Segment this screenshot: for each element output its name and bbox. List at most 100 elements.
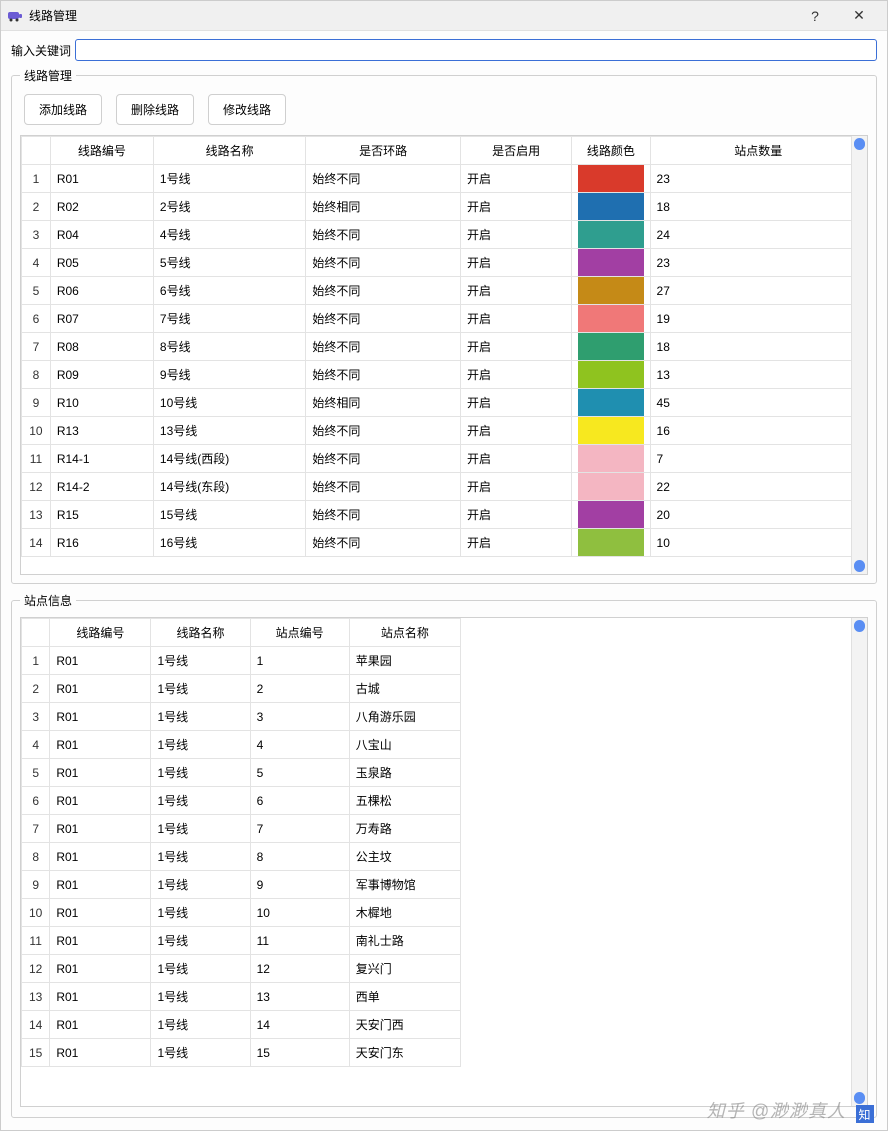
cell-route-stations[interactable]: 23 <box>650 249 866 277</box>
cell-route-color[interactable] <box>572 361 650 389</box>
cell-station-name[interactable]: 南礼士路 <box>349 927 460 955</box>
col-route-color[interactable]: 线路颜色 <box>572 137 650 165</box>
cell-route-enabled[interactable]: 开启 <box>460 221 571 249</box>
table-row[interactable]: 12R14-214号线(东段)始终不同开启22 <box>22 473 867 501</box>
cell-route-enabled[interactable]: 开启 <box>460 529 571 557</box>
cell-station-name[interactable]: 万寿路 <box>349 815 460 843</box>
cell-station-name[interactable]: 西单 <box>349 983 460 1011</box>
cell-station-no[interactable]: 13 <box>250 983 349 1011</box>
cell-route-no[interactable]: R13 <box>50 417 153 445</box>
cell-route-color[interactable] <box>572 305 650 333</box>
cell-station-route-no[interactable]: R01 <box>50 647 151 675</box>
table-row[interactable]: 9R1010号线始终相同开启45 <box>22 389 867 417</box>
cell-station-name[interactable]: 木樨地 <box>349 899 460 927</box>
cell-route-stations[interactable]: 18 <box>650 333 866 361</box>
cell-route-loop[interactable]: 始终不同 <box>306 501 461 529</box>
cell-station-no[interactable]: 2 <box>250 675 349 703</box>
cell-route-color[interactable] <box>572 193 650 221</box>
cell-station-route-no[interactable]: R01 <box>50 983 151 1011</box>
table-row[interactable]: 2R011号线2古城 <box>22 675 461 703</box>
cell-station-no[interactable]: 11 <box>250 927 349 955</box>
help-button[interactable]: ? <box>793 1 837 31</box>
cell-station-route-no[interactable]: R01 <box>50 1011 151 1039</box>
cell-route-stations[interactable]: 10 <box>650 529 866 557</box>
cell-route-stations[interactable]: 19 <box>650 305 866 333</box>
table-row[interactable]: 14R1616号线始终不同开启10 <box>22 529 867 557</box>
col-route-stations[interactable]: 站点数量 <box>650 137 866 165</box>
stations-scrollbar[interactable] <box>851 618 867 1106</box>
cell-route-no[interactable]: R10 <box>50 389 153 417</box>
routes-scrollbar-thumb-bottom[interactable] <box>854 560 865 572</box>
cell-route-color[interactable] <box>572 165 650 193</box>
table-row[interactable]: 6R011号线6五棵松 <box>22 787 461 815</box>
stations-table[interactable]: 线路编号 线路名称 站点编号 站点名称 1R011号线1苹果园2R011号线2古… <box>21 618 461 1067</box>
cell-route-color[interactable] <box>572 473 650 501</box>
cell-station-name[interactable]: 天安门东 <box>349 1039 460 1067</box>
cell-route-stations[interactable]: 27 <box>650 277 866 305</box>
cell-route-loop[interactable]: 始终不同 <box>306 305 461 333</box>
cell-route-enabled[interactable]: 开启 <box>460 361 571 389</box>
cell-station-route-name[interactable]: 1号线 <box>151 815 250 843</box>
cell-station-route-name[interactable]: 1号线 <box>151 983 250 1011</box>
cell-station-route-name[interactable]: 1号线 <box>151 843 250 871</box>
cell-route-no[interactable]: R14-1 <box>50 445 153 473</box>
cell-station-no[interactable]: 1 <box>250 647 349 675</box>
stations-scrollbar-thumb-bottom[interactable] <box>854 1092 865 1104</box>
cell-station-route-no[interactable]: R01 <box>50 899 151 927</box>
cell-route-stations[interactable]: 23 <box>650 165 866 193</box>
cell-station-route-no[interactable]: R01 <box>50 675 151 703</box>
table-row[interactable]: 10R1313号线始终不同开启16 <box>22 417 867 445</box>
cell-route-enabled[interactable]: 开启 <box>460 445 571 473</box>
cell-route-stations[interactable]: 18 <box>650 193 866 221</box>
cell-route-name[interactable]: 14号线(东段) <box>153 473 306 501</box>
cell-station-no[interactable]: 7 <box>250 815 349 843</box>
cell-route-loop[interactable]: 始终相同 <box>306 389 461 417</box>
cell-station-route-name[interactable]: 1号线 <box>151 955 250 983</box>
cell-route-name[interactable]: 7号线 <box>153 305 306 333</box>
cell-route-loop[interactable]: 始终不同 <box>306 361 461 389</box>
cell-station-name[interactable]: 苹果园 <box>349 647 460 675</box>
cell-station-route-name[interactable]: 1号线 <box>151 731 250 759</box>
col-station-no[interactable]: 站点编号 <box>250 619 349 647</box>
cell-route-enabled[interactable]: 开启 <box>460 389 571 417</box>
cell-station-route-name[interactable]: 1号线 <box>151 703 250 731</box>
table-row[interactable]: 3R011号线3八角游乐园 <box>22 703 461 731</box>
cell-station-no[interactable]: 4 <box>250 731 349 759</box>
cell-station-route-no[interactable]: R01 <box>50 759 151 787</box>
cell-station-route-no[interactable]: R01 <box>50 815 151 843</box>
cell-route-no[interactable]: R14-2 <box>50 473 153 501</box>
cell-route-name[interactable]: 13号线 <box>153 417 306 445</box>
cell-route-no[interactable]: R04 <box>50 221 153 249</box>
routes-scrollbar[interactable] <box>851 136 867 574</box>
cell-route-color[interactable] <box>572 333 650 361</box>
cell-station-route-name[interactable]: 1号线 <box>151 787 250 815</box>
cell-route-name[interactable]: 5号线 <box>153 249 306 277</box>
col-route-enabled[interactable]: 是否启用 <box>460 137 571 165</box>
table-row[interactable]: 4R011号线4八宝山 <box>22 731 461 759</box>
cell-station-no[interactable]: 12 <box>250 955 349 983</box>
table-row[interactable]: 6R077号线始终不同开启19 <box>22 305 867 333</box>
close-button[interactable]: ✕ <box>837 1 881 31</box>
cell-route-stations[interactable]: 45 <box>650 389 866 417</box>
cell-station-route-no[interactable]: R01 <box>50 703 151 731</box>
cell-route-name[interactable]: 6号线 <box>153 277 306 305</box>
cell-station-route-name[interactable]: 1号线 <box>151 759 250 787</box>
cell-route-color[interactable] <box>572 445 650 473</box>
cell-route-enabled[interactable]: 开启 <box>460 501 571 529</box>
cell-route-no[interactable]: R16 <box>50 529 153 557</box>
cell-route-loop[interactable]: 始终不同 <box>306 417 461 445</box>
table-row[interactable]: 2R022号线始终相同开启18 <box>22 193 867 221</box>
table-row[interactable]: 15R011号线15天安门东 <box>22 1039 461 1067</box>
cell-route-no[interactable]: R06 <box>50 277 153 305</box>
cell-route-no[interactable]: R05 <box>50 249 153 277</box>
cell-station-no[interactable]: 10 <box>250 899 349 927</box>
cell-route-name[interactable]: 10号线 <box>153 389 306 417</box>
cell-station-route-name[interactable]: 1号线 <box>151 1011 250 1039</box>
cell-route-name[interactable]: 16号线 <box>153 529 306 557</box>
col-route-name[interactable]: 线路名称 <box>153 137 306 165</box>
cell-station-name[interactable]: 军事博物馆 <box>349 871 460 899</box>
table-row[interactable]: 4R055号线始终不同开启23 <box>22 249 867 277</box>
cell-route-color[interactable] <box>572 277 650 305</box>
cell-station-route-no[interactable]: R01 <box>50 871 151 899</box>
cell-route-color[interactable] <box>572 417 650 445</box>
